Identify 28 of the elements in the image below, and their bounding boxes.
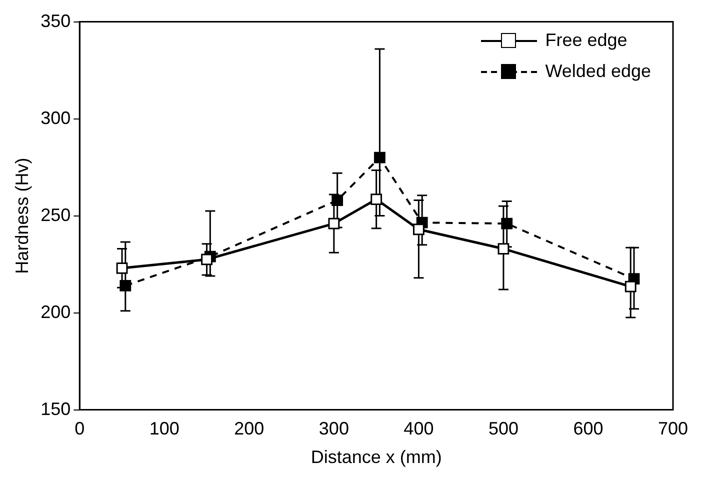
point (413, 224, 424, 236)
point (120, 280, 132, 292)
point (116, 262, 128, 274)
y-tick-label: 200 (40, 302, 71, 322)
x-tick-label: 700 (658, 418, 688, 439)
legend-label: Free edge (545, 30, 628, 51)
x-axis-title: Distance x (mm) (310, 447, 442, 468)
point (498, 243, 510, 254)
point (501, 218, 513, 230)
x-tick-label: 600 (573, 418, 604, 439)
y-tick-label: 300 (40, 108, 71, 128)
x-tick-label: 500 (488, 418, 518, 439)
y-tick-label: 350 (40, 10, 71, 31)
point (201, 254, 212, 266)
y-axis-title: Hardness (Hv) (12, 158, 32, 274)
x-tick-label: 300 (318, 418, 349, 439)
point (370, 194, 382, 206)
x-tick-label: 0 (74, 418, 85, 439)
y-tick-label: 150 (40, 398, 71, 419)
x-tick-label: 100 (149, 418, 180, 439)
x-tick-label: 200 (234, 418, 264, 439)
point (624, 280, 636, 292)
y-tick-label: 250 (40, 204, 71, 225)
x-tick-label: 400 (404, 418, 434, 439)
legend-label: Welded edge (545, 61, 651, 82)
point (328, 218, 340, 230)
point (332, 194, 344, 206)
point (374, 152, 386, 164)
